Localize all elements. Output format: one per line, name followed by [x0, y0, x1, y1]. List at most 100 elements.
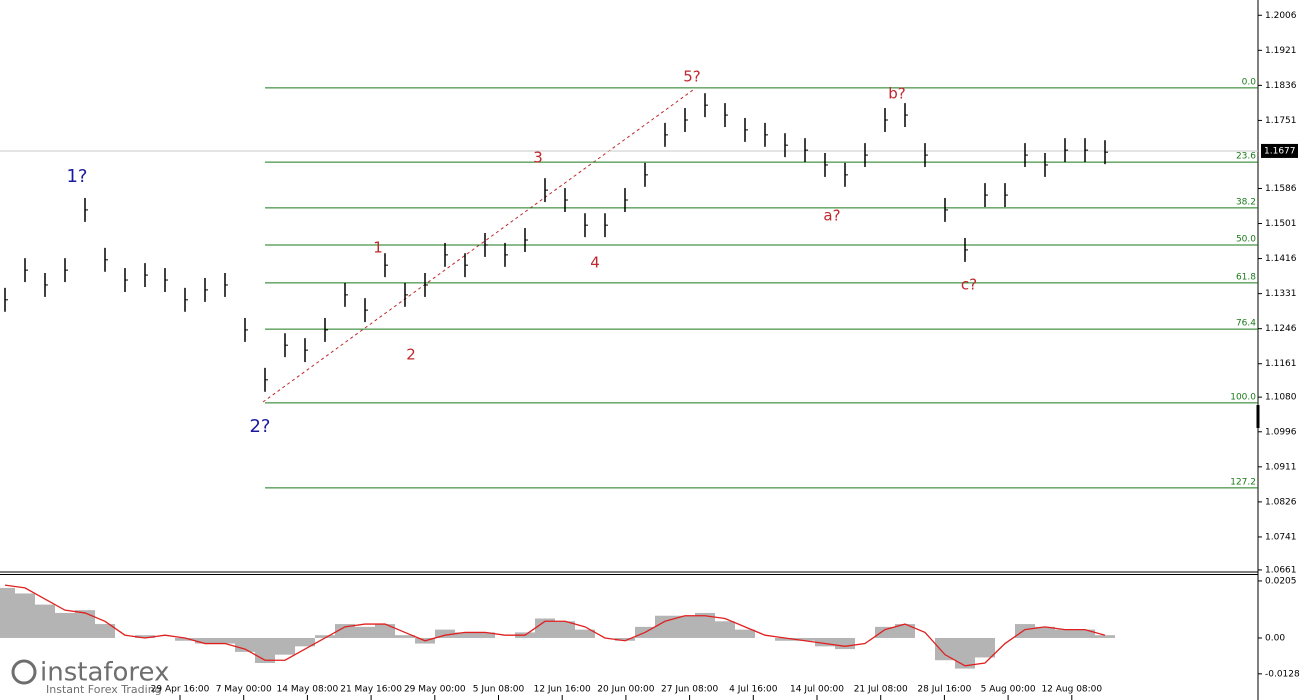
macd-histogram-bar — [435, 629, 455, 638]
y-tick-label: 1.1416 — [1265, 254, 1297, 264]
x-tick-label: 28 Jul 16:00 — [917, 685, 971, 695]
macd-histogram-bar — [575, 629, 595, 638]
macd-histogram-bar — [975, 637, 995, 658]
macd-histogram-bar — [55, 612, 75, 638]
y-tick-label: 1.0911 — [1265, 462, 1297, 472]
macd-histogram-bar — [395, 635, 415, 638]
watermark-brand: instaforex — [40, 658, 169, 688]
macd-histogram-bar — [535, 618, 555, 638]
x-tick-label: 14 May 08:00 — [277, 685, 339, 695]
macd-histogram-bar — [335, 624, 355, 638]
macd-histogram-bar — [455, 632, 475, 638]
y-tick-label: 1.1331 — [1265, 289, 1297, 299]
wave-label: 2? — [249, 416, 270, 437]
fib-label: 23.6 — [1236, 152, 1256, 162]
macd-histogram-bar — [875, 626, 895, 638]
wave-label: 1? — [66, 166, 87, 187]
fib-label: 127.2 — [1230, 477, 1256, 487]
x-tick-label: 5 Aug 00:00 — [981, 685, 1036, 695]
wave-label: b? — [888, 85, 905, 103]
fib-label: 100.0 — [1230, 392, 1256, 402]
y-tick-label: 1.1836 — [1265, 81, 1297, 91]
y-tick-label: 1.0741 — [1265, 532, 1297, 542]
x-tick-label: 20 Jun 00:00 — [597, 685, 654, 695]
macd-histogram-bar — [555, 621, 575, 638]
y-tick-label: 1.1501 — [1265, 219, 1297, 229]
macd-histogram-bar — [835, 637, 855, 650]
macd-histogram-bar — [235, 637, 255, 652]
macd-histogram-bar — [175, 637, 195, 641]
macd-histogram-bar — [735, 629, 755, 638]
x-tick-label: 21 Jul 08:00 — [854, 685, 908, 695]
y-tick-label: 1.0996 — [1265, 427, 1297, 437]
x-tick-label: 29 Apr 16:00 — [151, 685, 210, 695]
macd-histogram-bar — [895, 624, 915, 638]
y-tick-label: 0.00 — [1265, 633, 1285, 643]
y-tick-label: 0.0205 — [1265, 576, 1297, 586]
fib-label: 61.8 — [1236, 272, 1256, 282]
macd-histogram-bar — [935, 637, 955, 661]
macd-histogram-bar — [315, 635, 335, 638]
macd-histogram-bar — [195, 637, 215, 644]
y-tick-label: 1.1751 — [1265, 116, 1297, 126]
macd-histogram-bar — [15, 593, 35, 638]
macd-histogram-bar — [1055, 629, 1075, 638]
wave-label: c? — [961, 276, 977, 294]
macd-histogram-bar — [0, 587, 15, 638]
fib-label: 50.0 — [1236, 234, 1256, 244]
y-tick-label: 1.2006 — [1265, 11, 1297, 21]
macd-histogram-bar — [1075, 629, 1095, 638]
macd-histogram-bar — [795, 637, 815, 641]
y-tick-label: 1.1080 — [1265, 393, 1297, 403]
macd-histogram-bar — [655, 615, 675, 638]
x-tick-label: 5 Jun 08:00 — [473, 685, 525, 695]
x-tick-label: 4 Jul 16:00 — [729, 685, 778, 695]
macd-histogram-bar — [1035, 626, 1055, 638]
macd-histogram-bar — [355, 626, 375, 638]
macd-histogram-bar — [1015, 624, 1035, 638]
fib-label: 0.0 — [1242, 77, 1257, 87]
current-price-box — [1261, 143, 1298, 158]
wave-label: 5? — [683, 68, 701, 86]
current-price-label: 1.1677 — [1264, 146, 1296, 156]
macd-histogram-bar — [695, 612, 715, 638]
watermark: instaforex Instant Forex Trading — [11, 658, 169, 696]
watermark-logo — [11, 659, 37, 685]
macd-histogram-bar — [215, 637, 235, 644]
y-tick-label: 1.0661 — [1265, 565, 1297, 575]
macd-histogram-bar — [255, 637, 275, 664]
x-tick-label: 7 May 00:00 — [216, 685, 272, 695]
macd-histogram-bar — [715, 621, 735, 638]
x-tick-label: 27 Jun 08:00 — [661, 685, 718, 695]
macd-histogram-bar — [295, 637, 315, 647]
trend-line — [262, 89, 694, 403]
y-tick-label: 1.0826 — [1265, 497, 1297, 507]
x-tick-label: 29 May 00:00 — [404, 685, 466, 695]
macd-signal-line — [4, 584, 1106, 667]
y-tick-label: 1.1921 — [1265, 46, 1297, 56]
y-tick-label: 1.1586 — [1265, 184, 1297, 194]
macd-histogram-bar — [475, 632, 495, 638]
macd-histogram-bar — [95, 624, 115, 638]
y-tick-label: -0.01289 — [1265, 669, 1300, 679]
y-tick-label: 1.1246 — [1265, 324, 1297, 334]
wave-label: a? — [823, 207, 840, 225]
macd-histogram-bar — [35, 604, 55, 638]
wave-label: 3 — [533, 149, 543, 167]
y-tick-label: 1.1161 — [1265, 359, 1297, 369]
x-tick-label: 21 May 16:00 — [340, 685, 402, 695]
macd-histogram-bar — [615, 637, 635, 641]
x-tick-label: 12 Jun 16:00 — [534, 685, 591, 695]
macd-histogram-bar — [135, 635, 155, 638]
x-tick-label: 12 Aug 08:00 — [1041, 685, 1102, 695]
wave-label: 2 — [406, 346, 416, 364]
x-tick-label: 14 Jul 00:00 — [790, 685, 844, 695]
macd-histogram-bar — [1095, 635, 1115, 638]
macd-histogram-bar — [815, 637, 835, 647]
macd-histogram-bar — [955, 637, 975, 669]
macd-histogram-bar — [375, 624, 395, 638]
macd-histogram-bar — [275, 637, 295, 655]
wave-label: 1 — [373, 239, 383, 257]
